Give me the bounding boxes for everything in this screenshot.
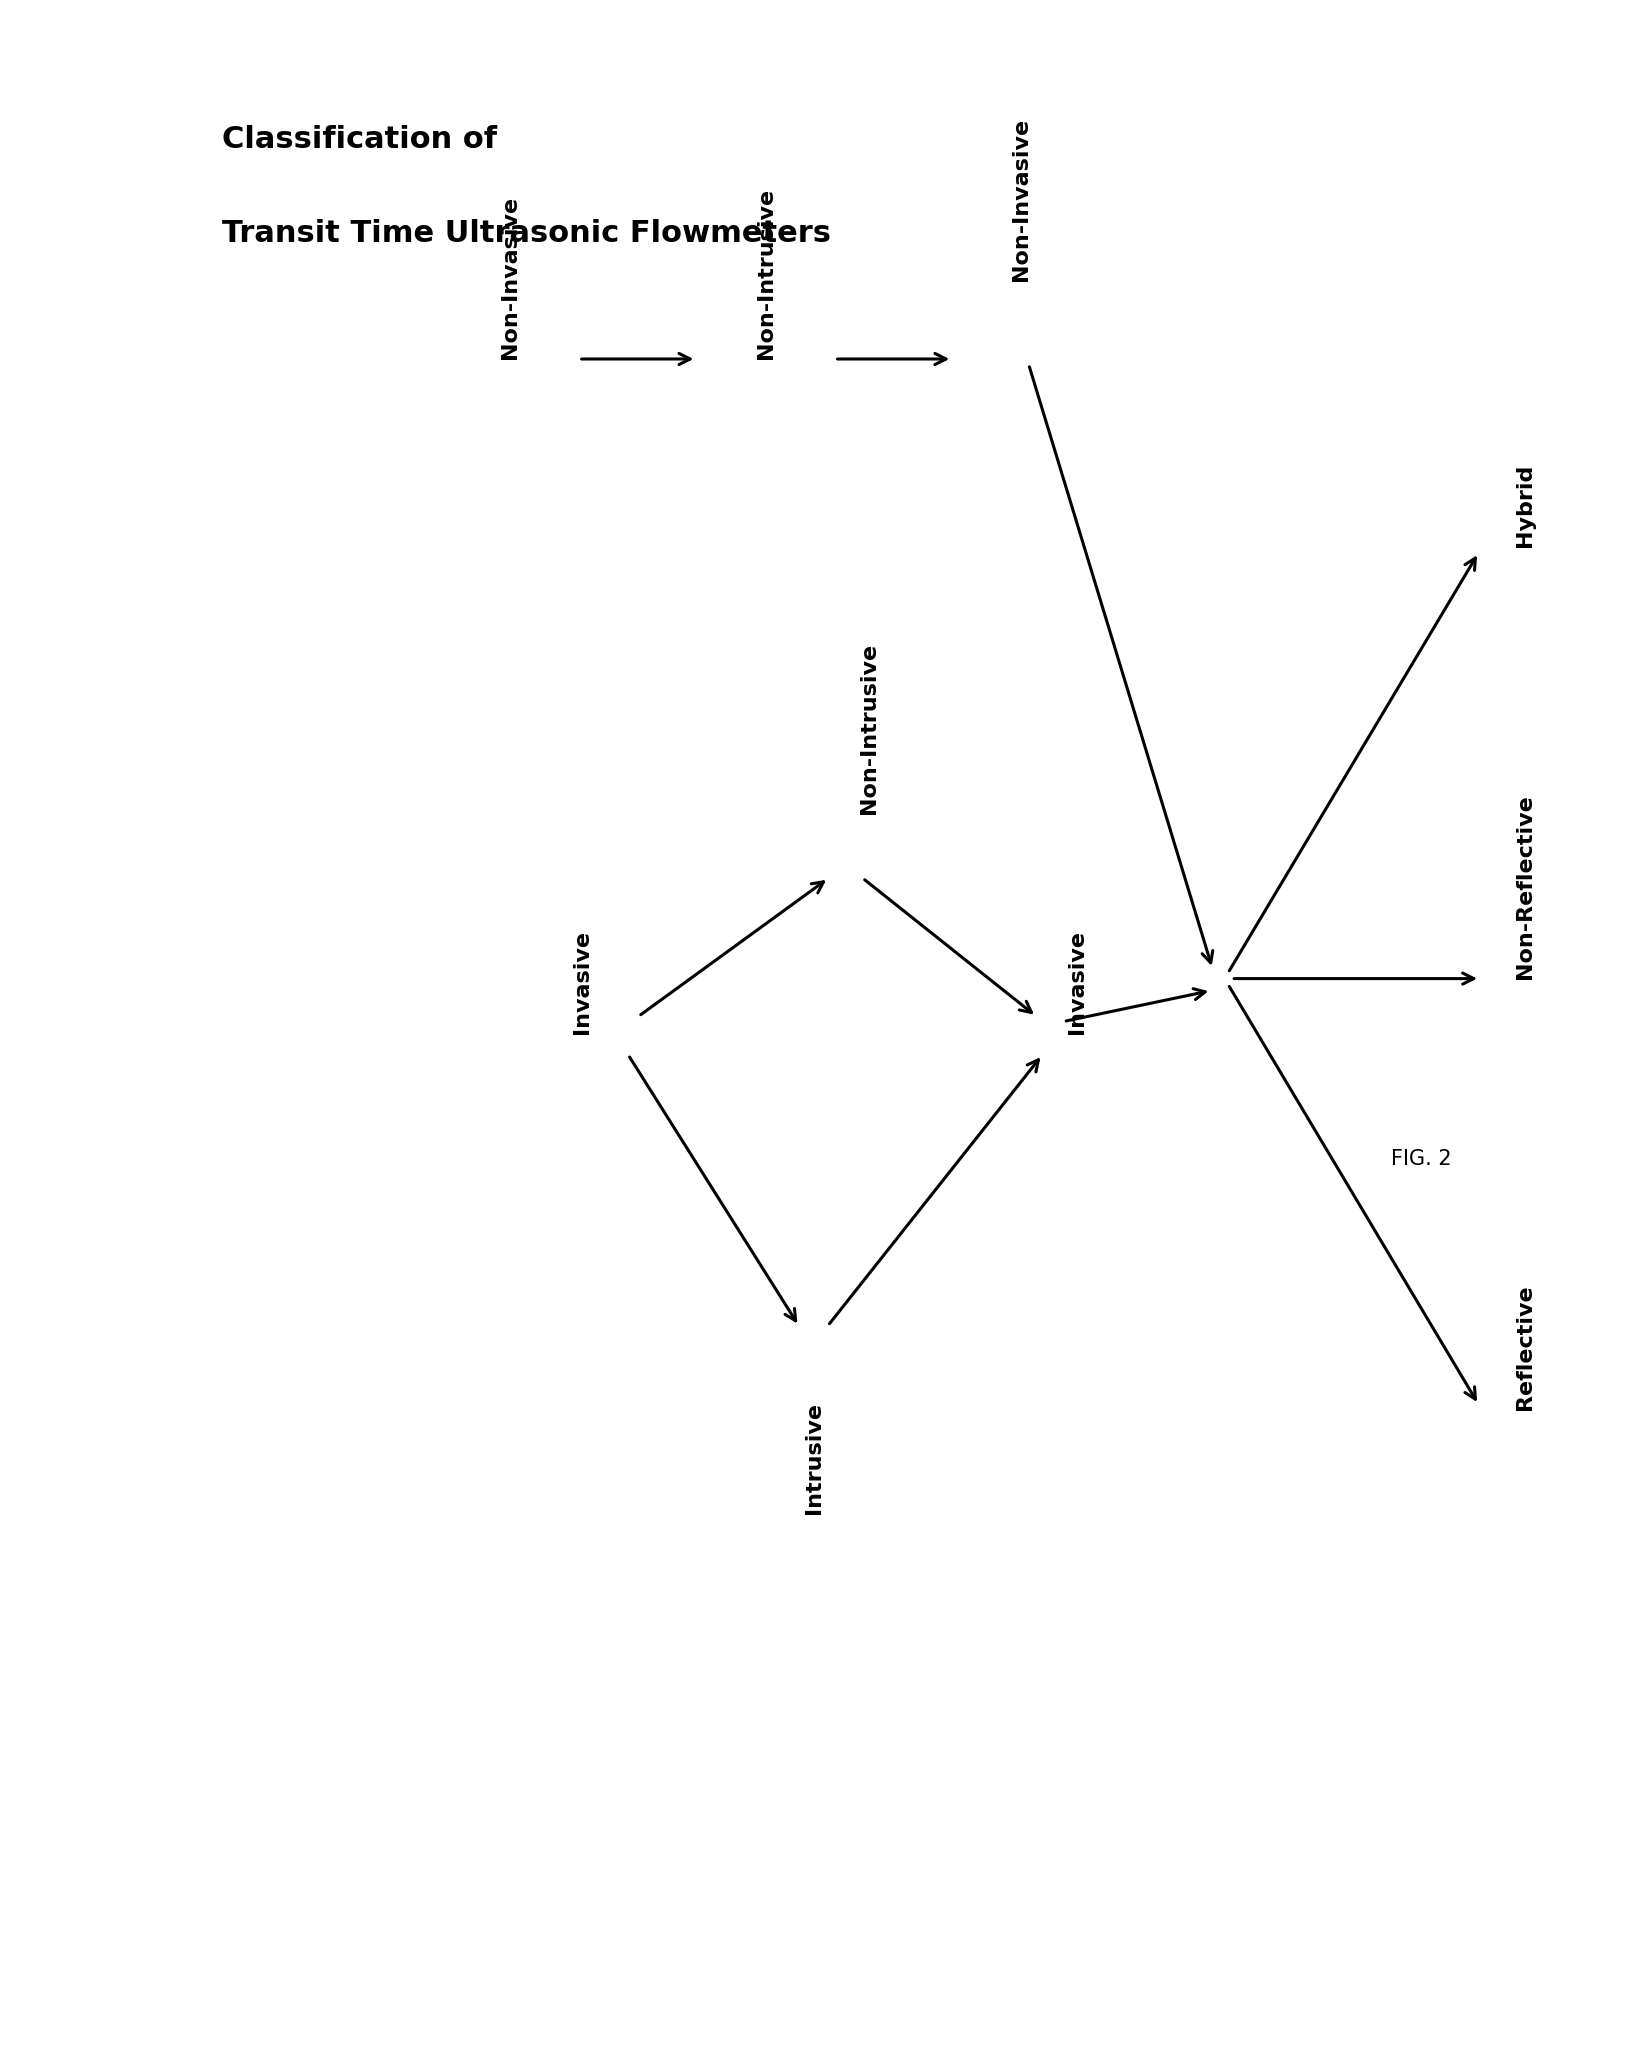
Text: Non-Intrusive: Non-Intrusive bbox=[859, 643, 880, 814]
Text: Invasive: Invasive bbox=[571, 930, 592, 1034]
Text: Non-Invasive: Non-Invasive bbox=[1012, 118, 1032, 281]
Text: Hybrid: Hybrid bbox=[1515, 463, 1536, 548]
Text: Intrusive: Intrusive bbox=[804, 1401, 823, 1515]
Text: Classification of: Classification of bbox=[221, 124, 496, 153]
Text: Invasive: Invasive bbox=[1067, 930, 1087, 1034]
Text: FIG. 2: FIG. 2 bbox=[1391, 1149, 1451, 1170]
Text: Non-Intrusive: Non-Intrusive bbox=[755, 188, 776, 360]
Text: Non-Reflective: Non-Reflective bbox=[1515, 794, 1536, 978]
Text: Transit Time Ultrasonic Flowmeters: Transit Time Ultrasonic Flowmeters bbox=[221, 219, 831, 248]
Text: Reflective: Reflective bbox=[1515, 1284, 1536, 1410]
Text: Non-Invasive: Non-Invasive bbox=[499, 196, 519, 360]
